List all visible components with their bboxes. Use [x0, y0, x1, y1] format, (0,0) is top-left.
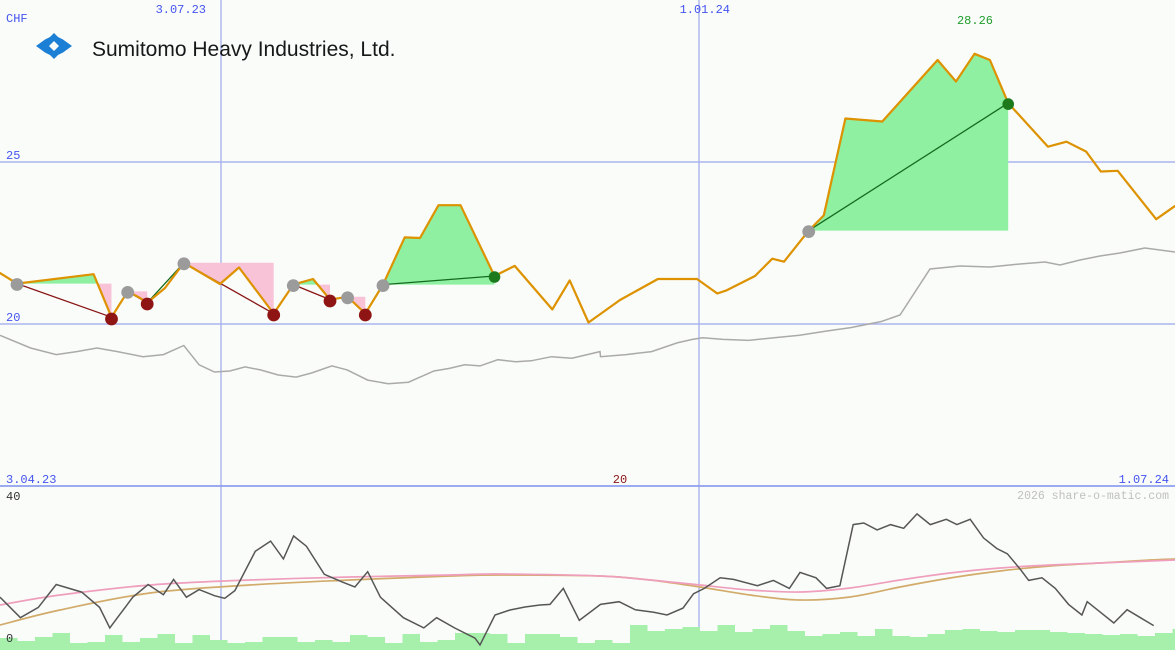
svg-text:1.07.24: 1.07.24 — [1119, 473, 1169, 487]
svg-text:20: 20 — [6, 311, 20, 325]
svg-text:25: 25 — [6, 149, 20, 163]
svg-text:28.26: 28.26 — [957, 14, 993, 28]
svg-text:20: 20 — [613, 473, 627, 487]
svg-text:3.04.23: 3.04.23 — [6, 473, 56, 487]
svg-text:40: 40 — [6, 490, 20, 504]
svg-text:Sumitomo Heavy Industries, Ltd: Sumitomo Heavy Industries, Ltd. — [92, 38, 395, 61]
svg-text:CHF: CHF — [6, 12, 28, 26]
svg-text:1.01.24: 1.01.24 — [680, 3, 730, 17]
svg-text:0: 0 — [6, 632, 13, 646]
svg-text:2026 share-o-matic.com: 2026 share-o-matic.com — [1017, 490, 1169, 503]
svg-text:3.07.23: 3.07.23 — [156, 3, 206, 17]
